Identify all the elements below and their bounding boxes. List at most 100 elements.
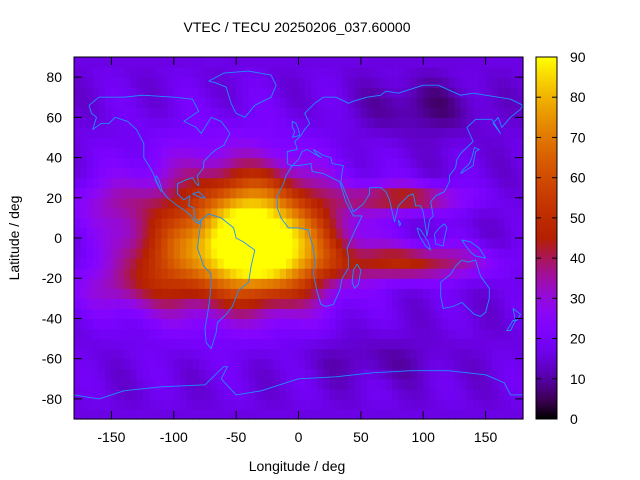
heatmap-cell [504, 328, 512, 340]
heatmap-cell [117, 157, 125, 169]
heatmap-cell [404, 227, 412, 239]
heatmap-cell [92, 187, 100, 199]
heatmap-cell [367, 258, 374, 269]
heatmap-cell [161, 408, 169, 420]
heatmap-cell [479, 318, 487, 330]
heatmap-cell [92, 107, 100, 118]
heatmap-cell [111, 207, 119, 219]
heatmap-cell [510, 107, 518, 118]
heatmap-cell [398, 248, 406, 259]
heatmap-cell [404, 388, 412, 400]
heatmap-cell [74, 318, 81, 330]
heatmap-cell [180, 368, 187, 380]
heatmap-cell [242, 258, 250, 269]
heatmap-cell [80, 87, 88, 98]
heatmap-cell [167, 358, 175, 370]
heatmap-cell [292, 187, 300, 199]
heatmap-cell [261, 328, 268, 340]
heatmap-cell [204, 107, 212, 118]
heatmap-cell [198, 97, 206, 108]
heatmap-cell [217, 87, 225, 98]
heatmap-cell [510, 348, 518, 360]
heatmap-cell [516, 258, 524, 269]
heatmap-cell [329, 398, 337, 410]
heatmap-cell [441, 197, 449, 209]
heatmap-cell [298, 238, 306, 249]
heatmap-cell [223, 127, 231, 139]
heatmap-cell [236, 248, 243, 259]
heatmap-cell [510, 57, 518, 68]
heatmap-cell [223, 388, 231, 400]
heatmap-cell [360, 117, 368, 128]
heatmap-cell [410, 117, 418, 128]
heatmap-cell [180, 268, 187, 279]
heatmap-cell [298, 177, 306, 189]
heatmap-cell [379, 187, 387, 199]
heatmap-cell [261, 298, 268, 309]
heatmap-cell [286, 167, 293, 179]
heatmap-cell [261, 358, 268, 370]
heatmap-cell [198, 328, 206, 340]
heatmap-cell [204, 147, 212, 159]
heatmap-cell [416, 408, 424, 420]
heatmap-cell [273, 368, 281, 380]
heatmap-cell [105, 87, 113, 98]
heatmap-cell [86, 298, 94, 309]
heatmap-cell [404, 308, 412, 320]
heatmap-cell [161, 227, 169, 239]
heatmap-cell [360, 328, 368, 340]
heatmap-cell [323, 408, 331, 420]
heatmap-cell [223, 248, 231, 259]
heatmap-cell [136, 157, 144, 169]
heatmap-cell [460, 187, 468, 199]
heatmap-cell [460, 177, 468, 189]
heatmap-cell [348, 57, 356, 68]
heatmap-cell [354, 87, 362, 98]
heatmap-cell [111, 77, 119, 88]
heatmap-cell [286, 298, 293, 309]
heatmap-cell [248, 177, 256, 189]
heatmap-cell [310, 57, 318, 68]
heatmap-cell [329, 77, 337, 88]
heatmap-cell [173, 408, 181, 420]
heatmap-cell [435, 197, 443, 209]
heatmap-cell [74, 368, 81, 380]
heatmap-cell [479, 298, 487, 309]
heatmap-cell [267, 157, 275, 169]
heatmap-cell [279, 328, 287, 340]
x-tick-label: 150 [474, 429, 498, 445]
heatmap-cell [211, 117, 219, 128]
heatmap-cell [192, 368, 200, 380]
heatmap-cell [429, 197, 437, 209]
heatmap-cell [167, 278, 175, 289]
heatmap-cell [261, 207, 268, 219]
heatmap-cell [217, 137, 225, 149]
heatmap-cell [111, 278, 119, 289]
heatmap-cell [80, 187, 88, 199]
heatmap-cell [80, 57, 88, 68]
heatmap-cell [360, 248, 368, 259]
heatmap-cell [229, 227, 237, 239]
heatmap-cell [248, 278, 256, 289]
heatmap-cell [348, 177, 356, 189]
heatmap-cell [466, 298, 474, 309]
heatmap-cell [460, 298, 468, 309]
heatmap-cell [416, 217, 424, 229]
heatmap-cell [416, 248, 424, 259]
heatmap-cell [80, 207, 88, 219]
heatmap-cell [454, 227, 462, 239]
heatmap-cell [435, 248, 443, 259]
heatmap-cell [416, 67, 424, 78]
heatmap-cell [435, 217, 443, 229]
heatmap-cell [460, 318, 468, 330]
heatmap-cell [329, 227, 337, 239]
heatmap-cell [354, 67, 362, 78]
heatmap-cell [173, 127, 181, 139]
heatmap-cell [123, 248, 131, 259]
heatmap-cell [92, 378, 100, 390]
heatmap-cell [410, 127, 418, 139]
heatmap-cell [498, 318, 505, 330]
heatmap-cell [86, 107, 94, 118]
heatmap-cell [167, 97, 175, 108]
heatmap-cell [435, 107, 443, 118]
